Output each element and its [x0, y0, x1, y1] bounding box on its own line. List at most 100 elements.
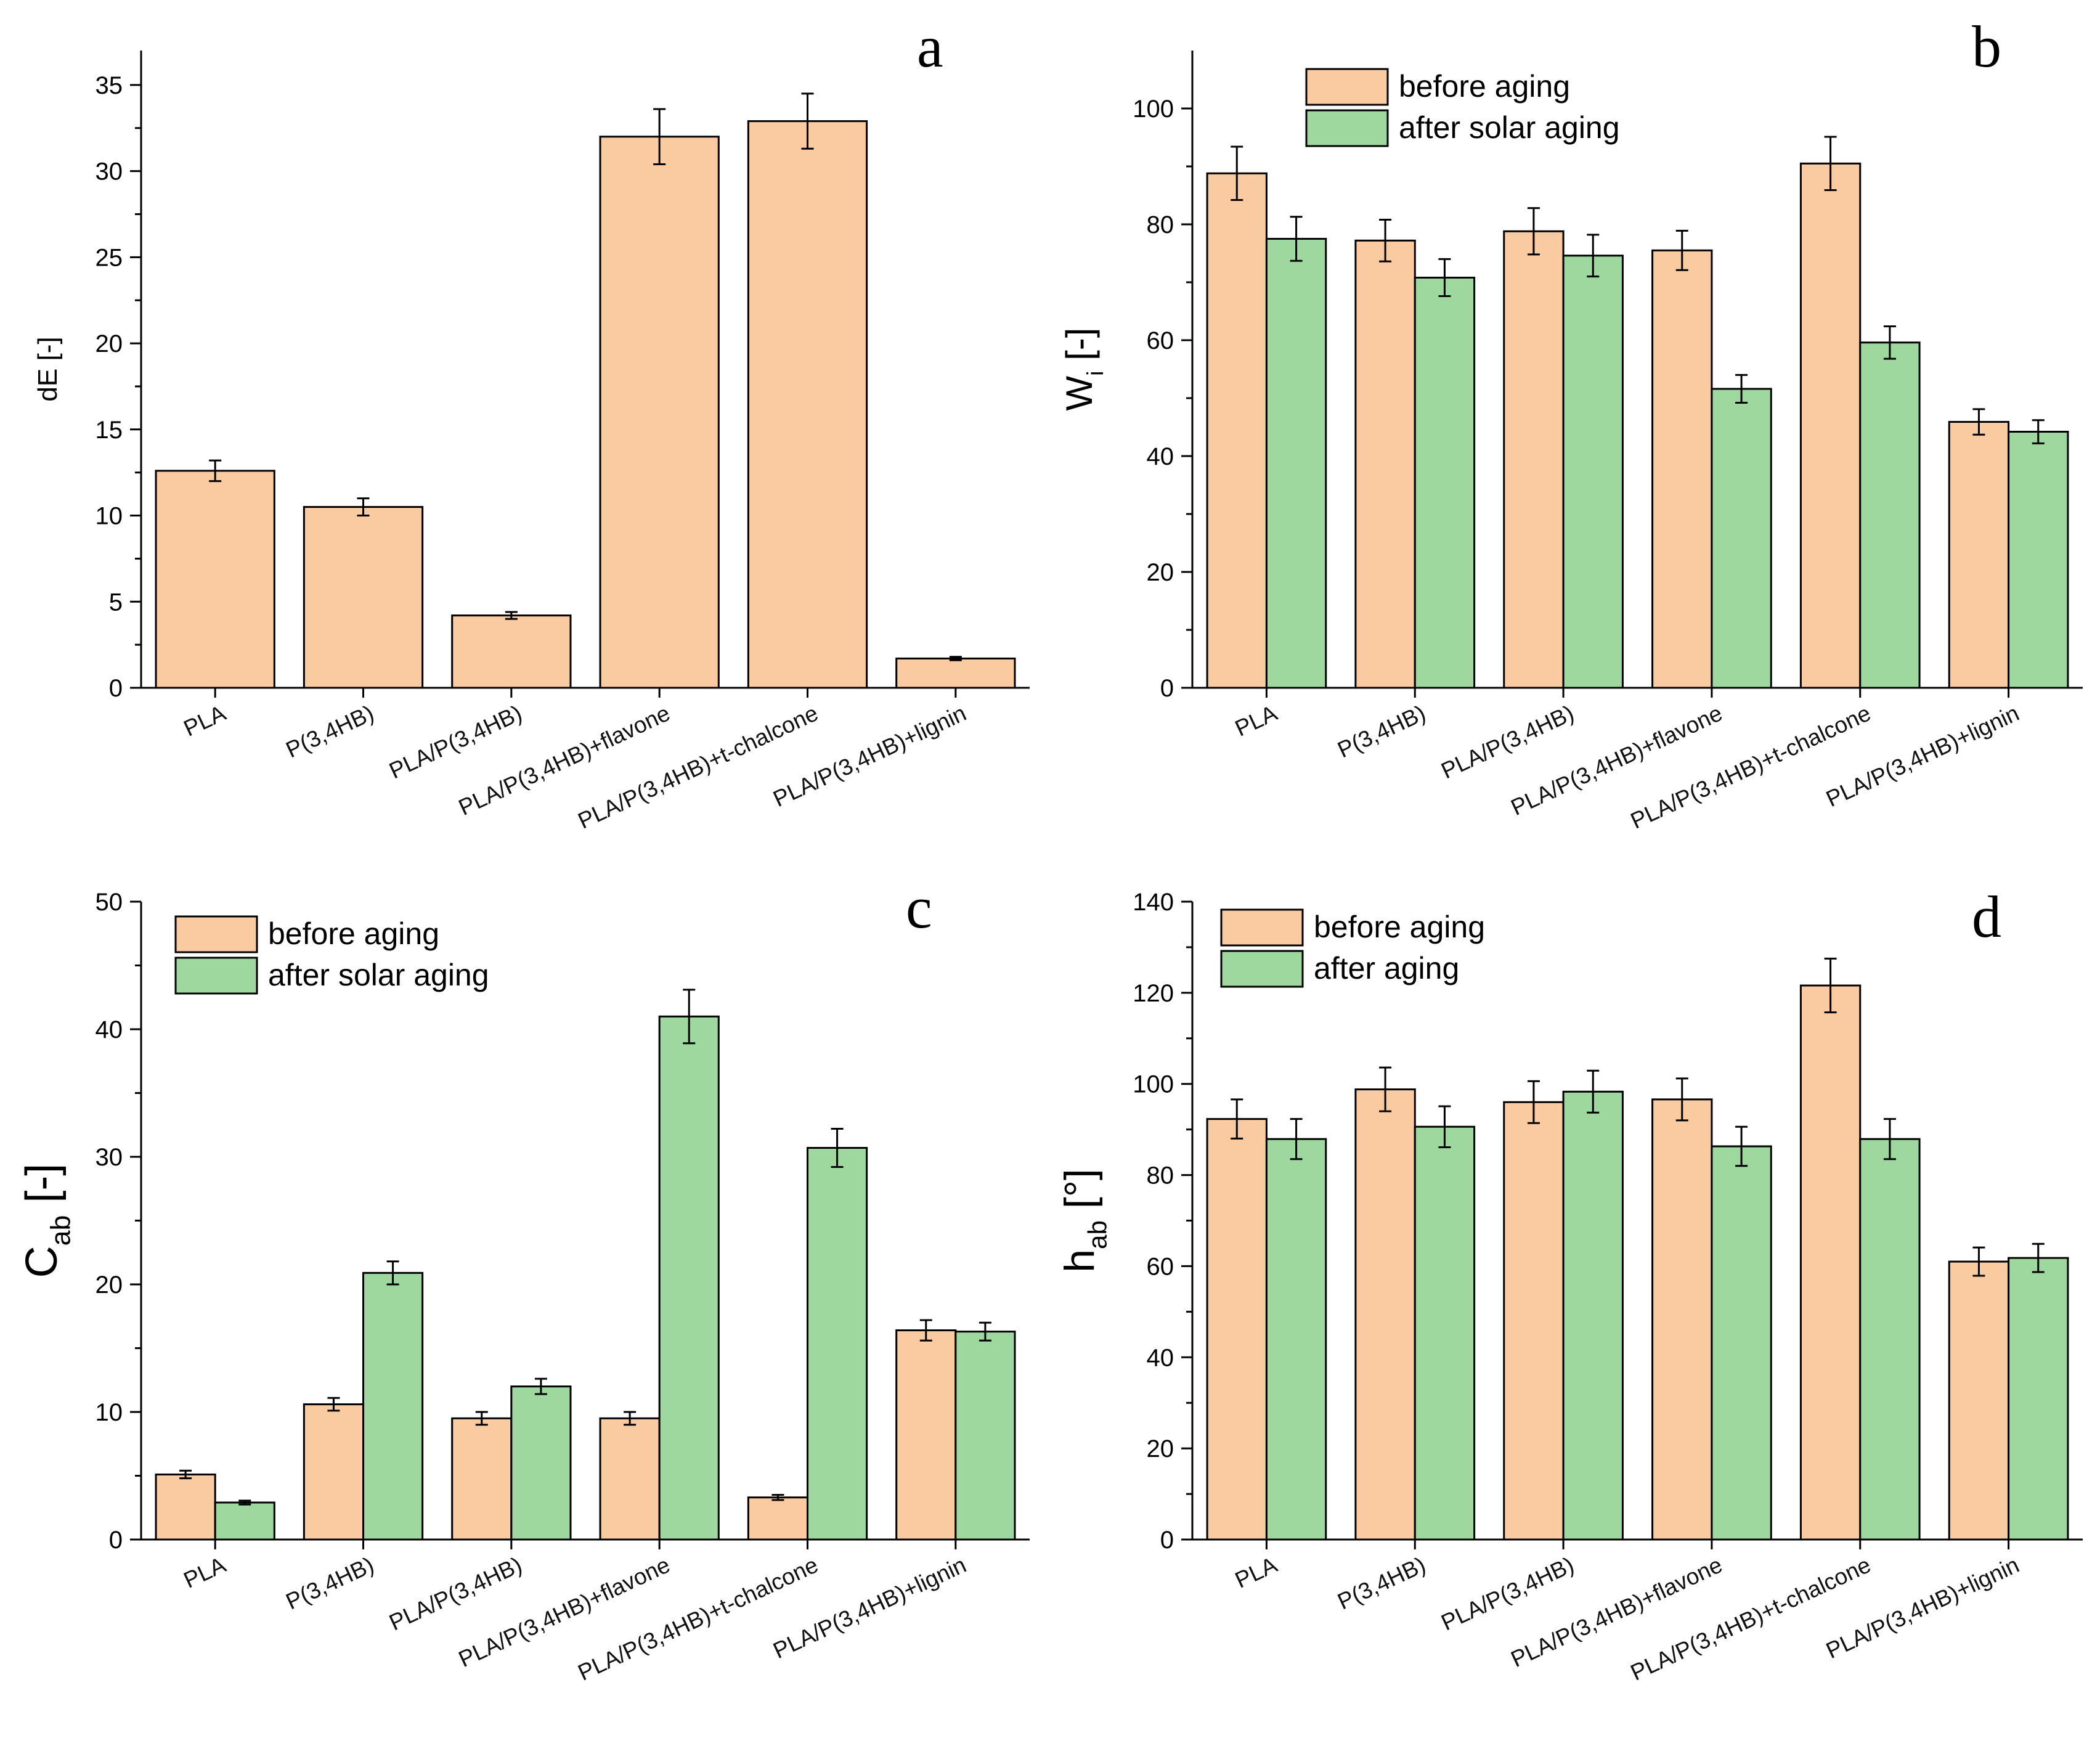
bar-before — [1206, 172, 1268, 689]
legend-swatch-after — [174, 957, 258, 995]
y-tick-label: 15 — [96, 417, 123, 444]
bar-before — [303, 1403, 364, 1541]
legend-label-before: before aging — [268, 916, 439, 951]
bar-before — [1948, 421, 2010, 689]
panel-letter: a — [917, 14, 943, 80]
bar-after — [807, 1147, 868, 1541]
y-tick-label: 120 — [1133, 980, 1174, 1007]
category-label: P(3,4HB) — [1333, 700, 1429, 762]
panel-c: 0 10 20 30 40 50 PLA P(3,4HB) PLA/P(3,4HB) PLA/P(… — [17, 875, 1030, 1686]
category-label: PLA/P(3,4HB) — [1438, 700, 1578, 783]
y-tick-label: 10 — [96, 1399, 123, 1426]
bar-after — [1414, 276, 1476, 689]
y-axis-title-subscript: ab — [46, 1215, 76, 1246]
y-axis-title-main: W — [1059, 375, 1100, 410]
category-label: PLA — [180, 700, 230, 741]
category-label: PLA — [1231, 700, 1281, 741]
legend-swatch-before — [1220, 908, 1304, 947]
legend-label-before: before aging — [1399, 69, 1570, 104]
y-axis-title-subscript: ab — [1083, 1220, 1112, 1249]
legend-swatch-after — [1305, 109, 1389, 147]
y-axis-title-main: C — [17, 1246, 67, 1278]
legend-swatch-after — [1220, 950, 1304, 988]
y-tick-label: 20 — [1147, 559, 1174, 586]
panel-letter: d — [1972, 884, 2001, 950]
category-label: PLA/P(3,4HB) — [385, 1552, 526, 1635]
y-tick-label: 30 — [96, 158, 123, 186]
y-tick-label: 0 — [1160, 1527, 1174, 1554]
panel-letter: b — [1972, 14, 2001, 80]
panel-b: 0 20 40 60 80 100 PLA P(3,4HB) PLA/P(3,4HB) PLA/P… — [1059, 14, 2083, 834]
legend-label-after: after aging — [1314, 951, 1459, 985]
bar-before — [895, 1329, 957, 1541]
bar-before — [599, 1417, 661, 1541]
y-tick-label: 20 — [96, 1271, 123, 1299]
y-axis-title: Cab [-] — [17, 1164, 76, 1278]
y-tick-label: 5 — [109, 589, 123, 616]
y-axis-title-unit: [-] — [17, 1164, 67, 1215]
y-tick-label: 60 — [1147, 327, 1174, 354]
category-label: PLA/P(3,4HB)+t-chalcone — [574, 700, 822, 834]
bar-before — [1206, 1118, 1268, 1541]
legend-swatch-before — [1305, 68, 1389, 106]
legend-label-after: after solar aging — [268, 958, 489, 992]
bar-before — [1799, 984, 1862, 1541]
bar-after — [214, 1501, 275, 1541]
y-tick-label: 30 — [96, 1144, 123, 1171]
bar-before — [155, 1473, 216, 1541]
bar-before — [1651, 1098, 1713, 1541]
panel-a: 0 5 10 15 20 25 30 35 PLA P(3,4HB) PLA/P(3,4HB) PLA… — [33, 14, 1030, 834]
category-label: PLA/P(3,4HB) — [385, 700, 526, 783]
bar-after — [1859, 341, 1921, 689]
legend-label-before: before aging — [1314, 910, 1485, 944]
bar-value — [599, 136, 720, 689]
y-tick-label: 20 — [1147, 1435, 1174, 1462]
y-axis-title: Wi [-] — [1059, 328, 1108, 411]
y-tick-label: 0 — [109, 1527, 123, 1554]
bar-after — [1265, 238, 1327, 689]
y-axis-title-unit: [-] — [1059, 328, 1100, 371]
y-tick-label: 80 — [1147, 1162, 1174, 1189]
y-tick-label: 100 — [1133, 1071, 1174, 1098]
y-tick-label: 100 — [1133, 96, 1174, 123]
category-label: PLA — [180, 1552, 230, 1593]
bar-before — [451, 1417, 513, 1541]
bar-after — [658, 1015, 720, 1541]
bar-after — [1711, 1145, 1772, 1541]
bar-after — [2008, 1257, 2069, 1541]
y-tick-label: 140 — [1133, 889, 1174, 916]
bar-after — [954, 1331, 1016, 1541]
bar-before — [1651, 249, 1713, 689]
y-tick-label: 40 — [96, 1016, 123, 1043]
bar-before — [1503, 1101, 1565, 1541]
category-label: P(3,4HB) — [1333, 1552, 1429, 1614]
y-tick-label: 35 — [96, 72, 123, 99]
bar-after — [1265, 1138, 1327, 1541]
bar-before — [1799, 162, 1862, 689]
bar-after — [1562, 255, 1624, 689]
y-axis-title-subscript: i — [1082, 371, 1108, 376]
bar-value — [303, 506, 424, 689]
y-tick-label: 50 — [96, 889, 123, 916]
category-label: PLA/P(3,4HB)+t-chalcone — [1627, 700, 1874, 834]
panel-letter: c — [906, 875, 932, 940]
y-axis-title-main: dE [-] — [33, 337, 63, 401]
bar-before — [1354, 239, 1416, 689]
bar-value — [155, 470, 275, 689]
y-axis-title-unit: [°] — [1056, 1169, 1103, 1220]
y-tick-label: 25 — [96, 244, 123, 271]
y-tick-label: 40 — [1147, 443, 1174, 470]
category-label: PLA/P(3,4HB)+t-chalcone — [574, 1552, 822, 1686]
bar-before — [747, 1496, 809, 1541]
bar-value — [747, 120, 868, 689]
y-tick-label: 0 — [1160, 675, 1174, 702]
y-axis-title-main: h — [1056, 1249, 1103, 1273]
y-tick-label: 80 — [1147, 211, 1174, 239]
y-tick-label: 10 — [96, 503, 123, 530]
bar-after — [2008, 431, 2069, 689]
bar-after — [1711, 388, 1772, 689]
bar-before — [1948, 1260, 2010, 1541]
category-label: PLA — [1231, 1552, 1281, 1593]
